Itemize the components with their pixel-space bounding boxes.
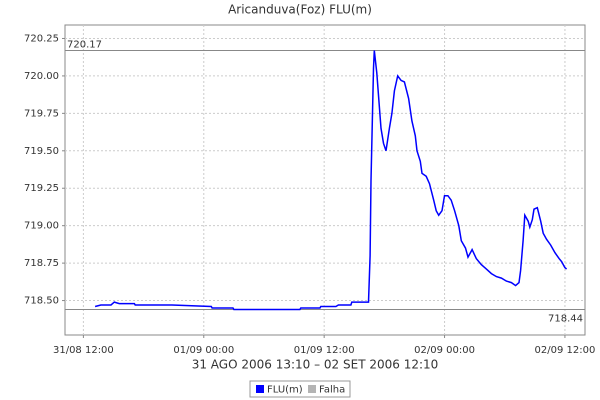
legend-swatch <box>256 385 264 393</box>
marker-label: 718.44 <box>548 314 583 325</box>
legend-swatch <box>308 385 316 393</box>
y-tick-label: 719.25 <box>24 183 59 194</box>
x-tick-label: 02/09 12:00 <box>535 345 596 356</box>
marker-label: 720.17 <box>67 39 102 50</box>
y-tick-label: 719.50 <box>24 146 59 157</box>
data-line <box>94 50 568 311</box>
chart-subtitle: 31 AGO 2006 13:10 – 02 SET 2006 12:10 <box>192 358 439 372</box>
x-tick-label: 31/08 12:00 <box>53 345 114 356</box>
legend-label: Falha <box>319 385 345 396</box>
y-tick-label: 719.75 <box>24 108 59 119</box>
chart-title: Aricanduva(Foz) FLU(m) <box>228 3 372 17</box>
x-tick-label: 01/09 12:00 <box>294 345 355 356</box>
plot-area <box>64 24 586 336</box>
y-tick-label: 720.25 <box>24 33 59 44</box>
y-tick-label: 718.50 <box>24 296 59 307</box>
x-tick-label: 02/09 00:00 <box>414 345 475 356</box>
y-tick-label: 718.75 <box>24 258 59 269</box>
legend-box <box>249 380 351 398</box>
legend-label: FLU(m) <box>267 385 303 396</box>
x-tick-label: 01/09 00:00 <box>173 345 234 356</box>
y-tick-label: 720.00 <box>24 71 59 82</box>
y-tick-label: 719.00 <box>24 221 59 232</box>
